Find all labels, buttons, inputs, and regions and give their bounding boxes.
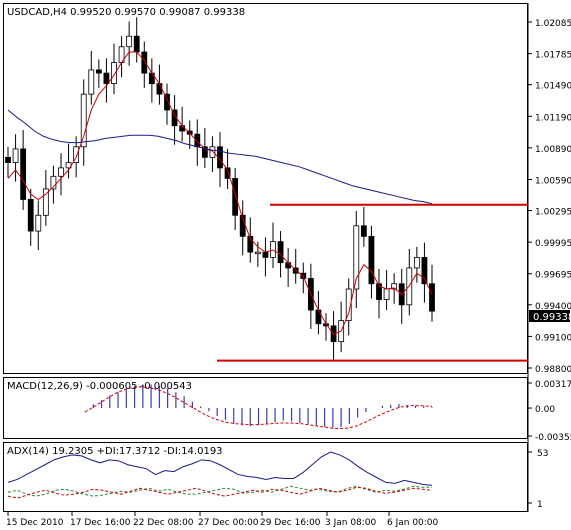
macd-tick-label: 0.003177 [535, 380, 571, 390]
macd-plot [84, 384, 433, 430]
ma-slow-line [7, 109, 433, 205]
adx-panel[interactable] [3, 442, 528, 512]
adx-plot [7, 451, 433, 499]
time-label: 22 Dec 08:00 [133, 518, 194, 528]
minus-di-line [7, 486, 433, 499]
current-price-marker [529, 310, 570, 322]
candle-body [285, 262, 292, 269]
candle-body [35, 214, 42, 232]
candle-body [345, 288, 352, 322]
ma-fast-line [7, 51, 433, 335]
candle-body [133, 35, 140, 53]
candle-body [58, 167, 64, 177]
candle-body [5, 156, 11, 164]
adx-axis: 53 1 [528, 449, 548, 510]
candle-body [232, 178, 239, 216]
plus-di-line [7, 485, 432, 497]
candle-body [209, 146, 216, 158]
candle-body [368, 235, 375, 285]
price-tick-label: 1.01190 [535, 113, 571, 123]
candle-body [50, 175, 57, 190]
candle-body [376, 283, 382, 300]
time-axis: 15 Dec 2010 17 Dec 16:00 22 Dec 08:00 27 De… [6, 512, 439, 528]
adx-tick-label: 53 [537, 449, 548, 459]
candle-body [126, 35, 133, 48]
adx-line [7, 451, 433, 486]
price-tick-label: 1.00890 [535, 145, 571, 155]
candle-body [383, 288, 390, 300]
price-tick-label: 1.01785 [535, 51, 571, 61]
adx-title: ADX(14) 19.2305 +DI:17.3712 -DI:14.0193 [7, 446, 223, 457]
candle-body [103, 72, 110, 85]
time-label: 17 Dec 16:00 [70, 518, 131, 528]
candle-body [353, 225, 360, 290]
price-tick-label: 0.99695 [535, 271, 571, 281]
macd-title: MACD(12,26,9) -0.000605 -0.000543 [7, 381, 192, 392]
price-tick-label: 0.99995 [535, 239, 571, 249]
macd-signal-line [84, 386, 433, 430]
candle-body [247, 235, 254, 253]
candle-body [20, 148, 27, 200]
time-label: 15 Dec 2010 [6, 518, 64, 528]
price-axis: 1.02085 1.01785 1.01490 1.01190 1.00890 1.005… [528, 19, 571, 375]
candle-body [111, 62, 117, 85]
candle-body [429, 283, 435, 312]
candle-body [262, 251, 269, 258]
price-tick-label: 1.01490 [535, 82, 571, 92]
adx-tick-label: 1 [537, 500, 543, 510]
time-label: 29 Dec 16:00 [260, 518, 321, 528]
candle-body [179, 125, 186, 132]
candle-body [156, 83, 163, 95]
price-tick-label: 0.98800 [535, 365, 571, 375]
time-label: 27 Dec 00:00 [198, 518, 259, 528]
candle-body [201, 146, 208, 158]
candle-body [164, 93, 170, 111]
main-panel[interactable] [3, 3, 528, 374]
price-tick-label: 1.02085 [535, 19, 571, 29]
candle-body [391, 283, 398, 290]
candle-body [413, 257, 420, 269]
candle-body [88, 69, 95, 95]
price-tick-label: 1.00590 [535, 176, 571, 186]
candle-body [254, 251, 261, 255]
candle-body [315, 309, 322, 325]
candle-body [270, 241, 276, 258]
candle-body [27, 199, 34, 232]
price-tick-label: 0.99400 [535, 302, 571, 312]
chart-title: USDCAD,H4 0.99520 0.99570 0.99087 0.9933… [7, 7, 245, 18]
time-label: 3 Jan 08:00 [325, 518, 377, 528]
candle-body [42, 188, 49, 216]
price-tick-label: 1.00295 [535, 208, 571, 218]
candle-body [277, 241, 284, 264]
candle-body [194, 133, 201, 148]
candle-body [421, 257, 428, 285]
current-price-label: 0.99338 [533, 312, 571, 323]
candle-body [95, 69, 102, 74]
price-plot [5, 17, 435, 361]
candle-body [141, 51, 148, 74]
macd-panel[interactable] [3, 377, 528, 439]
time-label: 6 Jan 00:00 [387, 518, 439, 528]
price-tick-label: 0.99100 [535, 333, 571, 343]
macd-tick-label: 0.00 [535, 405, 555, 415]
candle-body [224, 167, 231, 179]
candle-body [73, 146, 80, 164]
candle-body [360, 225, 367, 237]
candle-body [80, 93, 87, 148]
candle-body [12, 148, 19, 164]
